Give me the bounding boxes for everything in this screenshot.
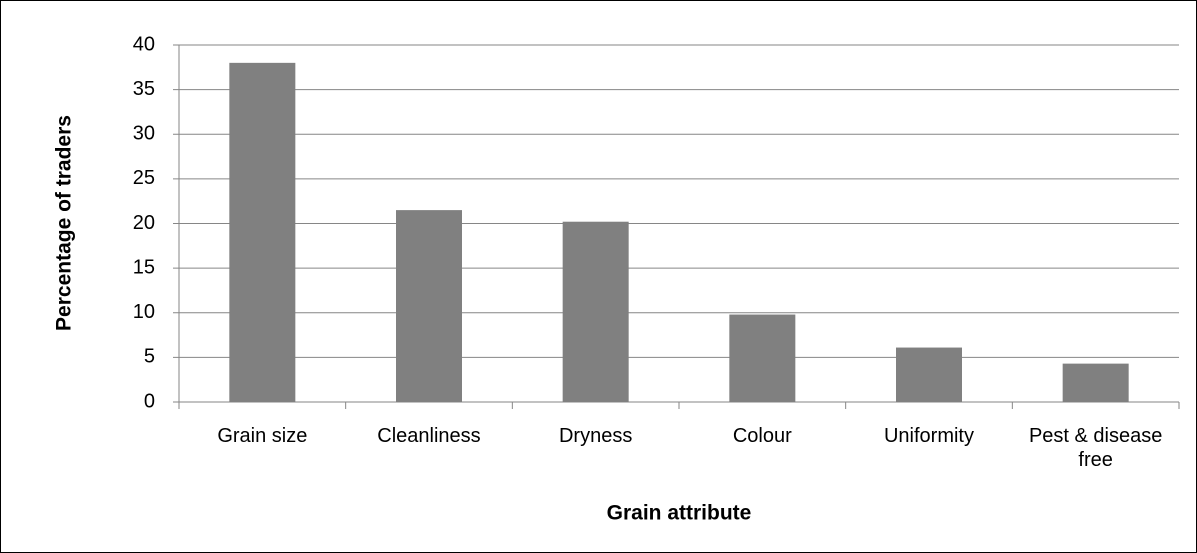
x-tick-label: Dryness <box>558 425 633 447</box>
y-tick-label: 10 <box>133 301 155 323</box>
y-tick-label: 30 <box>133 123 155 145</box>
x-tick-label: Grain size <box>217 425 308 447</box>
y-tick-label: 0 <box>144 390 155 412</box>
x-tick-label: Colour <box>732 425 792 447</box>
y-axis-title: Percentage of traders <box>53 115 76 331</box>
bar <box>1062 363 1129 402</box>
bar <box>562 221 629 402</box>
y-tick-label: 25 <box>133 167 155 189</box>
y-tick-label: 5 <box>144 346 155 368</box>
bar <box>229 62 296 402</box>
bar <box>729 314 796 402</box>
bar <box>396 210 462 402</box>
y-tick-label: 15 <box>133 256 155 278</box>
x-tick-label: Uniformity <box>883 425 974 447</box>
x-tick-label: Pest & disease free <box>1028 425 1163 471</box>
y-tick-label: 20 <box>133 212 155 234</box>
x-axis-title: Grain attribute <box>607 502 752 525</box>
y-tick-label: 40 <box>133 33 155 55</box>
x-tick-label: Cleanliness <box>377 425 481 447</box>
bar <box>896 347 962 402</box>
y-tick-label: 35 <box>133 78 155 100</box>
